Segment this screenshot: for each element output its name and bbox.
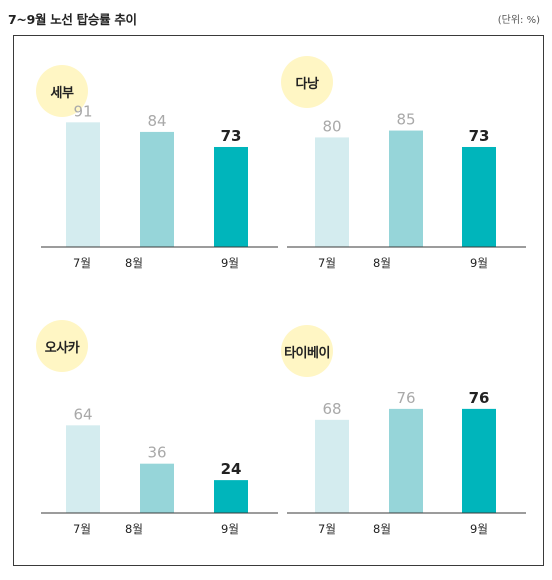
taipei-bar-sep [462,408,496,513]
danang-bar-jul [315,137,349,247]
osaka-tick-label-aug: 8월 [125,522,143,536]
chart-frame [13,35,544,566]
city-label-taipei: 타이베이 [281,325,333,377]
taipei-value-label-jul: 68 [322,400,341,418]
city-label-danang: 다낭 [281,56,333,108]
osaka-bar-jul [66,425,100,513]
danang-tick-label-jul: 7월 [318,256,336,270]
taipei-value-label-sep: 76 [469,389,490,407]
osaka-bar-sep [214,480,248,513]
osaka-value-label-aug: 36 [147,444,166,462]
osaka-bar-aug [140,463,174,513]
cebu-tick-label-aug: 8월 [125,256,143,270]
cebu-value-label-sep: 73 [221,127,242,145]
taipei-tick-label-jul: 7월 [318,522,336,536]
city-label-osaka: 오사카 [36,320,88,372]
taipei-bar-aug [389,408,423,513]
cebu-bar-sep [214,146,248,247]
taipei-tick-label-sep: 9월 [470,522,488,536]
danang-value-label-aug: 85 [396,111,415,129]
cebu-tick-label-sep: 9월 [221,256,239,270]
chart-title: 7~9월 노선 탑승률 추이 [8,12,137,27]
osaka-value-label-sep: 24 [221,460,242,478]
taipei-bar-jul [315,419,349,513]
cebu-bar-jul [66,122,100,247]
city-label-cebu: 세부 [36,65,88,117]
danang-tick-label-aug: 8월 [373,256,391,270]
danang-bar-aug [389,130,423,247]
cebu-value-label-aug: 84 [147,112,166,130]
danang-tick-label-sep: 9월 [470,256,488,270]
cebu-bar-aug [140,131,174,247]
danang-bar-sep [462,146,496,247]
unit-label: (단위: %) [497,15,540,26]
danang-value-label-jul: 80 [322,117,341,135]
osaka-tick-label-jul: 7월 [73,522,91,536]
taipei-value-label-aug: 76 [396,389,415,407]
osaka-tick-label-sep: 9월 [221,522,239,536]
taipei-tick-label-aug: 8월 [373,522,391,536]
cebu-tick-label-jul: 7월 [73,256,91,270]
danang-value-label-sep: 73 [469,127,490,145]
cebu-value-label-jul: 91 [73,102,92,120]
osaka-value-label-jul: 64 [73,405,92,423]
